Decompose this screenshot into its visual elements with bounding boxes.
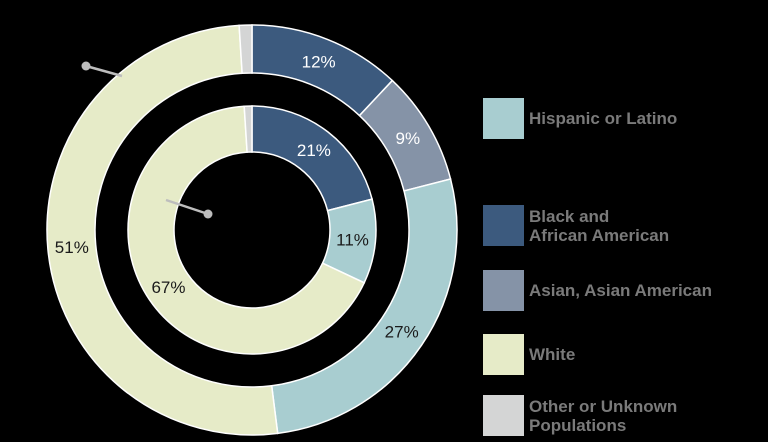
legend-item-white: White	[483, 334, 575, 375]
legend: Hispanic or Latino Black and African Amer…	[483, 0, 768, 442]
legend-item-asian: Asian, Asian American	[483, 270, 712, 311]
legend-item-other: Other or Unknown Populations	[483, 395, 677, 436]
slice-other-or-unknown-populations	[238, 24, 253, 75]
legend-swatch	[483, 205, 524, 246]
slice-percent-label: 67%	[151, 278, 185, 297]
slice-percent-label: 51%	[55, 238, 89, 257]
slice-labels: 12% 9% 27% 51% 21% 11% 67%	[55, 53, 420, 342]
outer-leader-dot	[81, 61, 91, 71]
legend-label: Hispanic or Latino	[529, 109, 678, 128]
legend-swatch	[483, 98, 524, 139]
outer-leader-line	[85, 64, 123, 78]
inner-leader-dot	[203, 209, 213, 219]
slice-percent-label: 11%	[336, 231, 369, 250]
outer-ring	[46, 24, 458, 436]
legend-swatch	[483, 270, 524, 311]
inner-leader-line	[165, 198, 209, 216]
slice-white	[127, 105, 366, 355]
slice-percent-label: 21%	[297, 141, 331, 160]
inner-ring	[127, 105, 377, 355]
legend-swatch	[483, 334, 524, 375]
slice-percent-label: 12%	[302, 53, 336, 72]
legend-label: Asian, Asian American	[529, 281, 712, 300]
legend-swatch	[483, 395, 524, 436]
legend-item-black: Black and African American	[483, 205, 669, 246]
legend-item-hispanic: Hispanic or Latino	[483, 98, 677, 139]
slice-white	[46, 24, 279, 436]
slice-percent-label: 9%	[396, 129, 421, 148]
leader-lines	[81, 61, 213, 219]
legend-label: White	[529, 345, 576, 364]
slice-other-or-unknown-populations	[243, 105, 253, 153]
legend-label: Other or Unknown Populations	[529, 396, 678, 435]
legend-label: Black and African American	[529, 206, 670, 245]
slice-percent-label: 27%	[385, 323, 419, 342]
